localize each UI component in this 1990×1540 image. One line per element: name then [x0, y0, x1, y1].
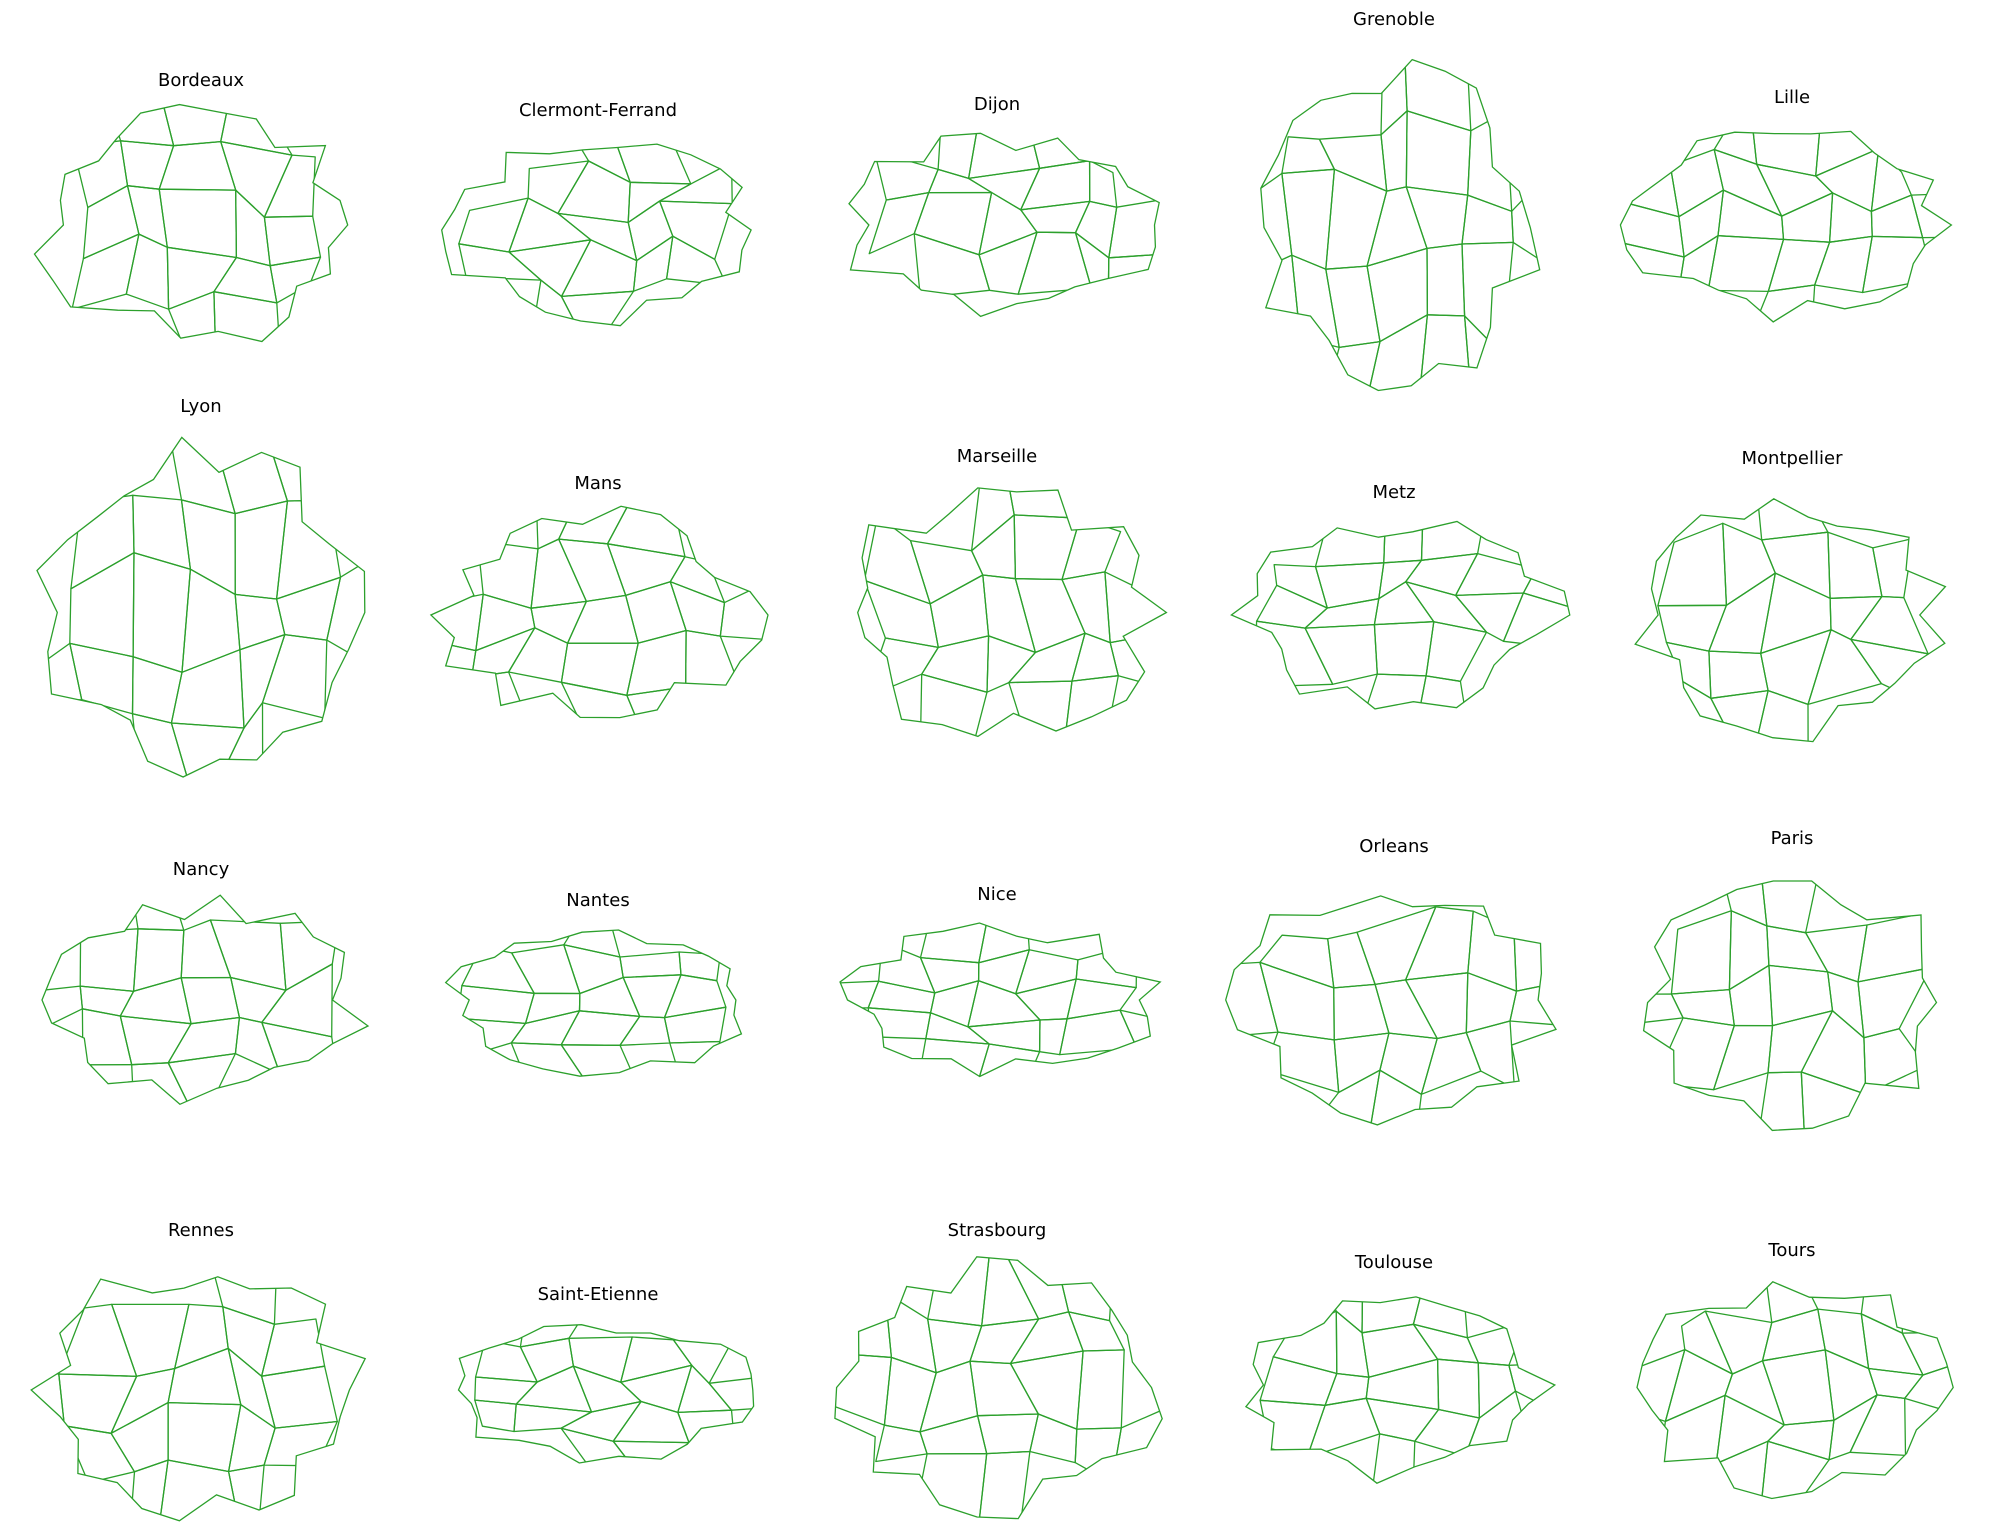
district-map	[1619, 130, 1953, 323]
district-polygon	[1502, 592, 1570, 650]
district-polygon	[1369, 1069, 1423, 1125]
city-boundary	[1619, 130, 1953, 323]
panel-lyon: Lyon	[36, 396, 366, 778]
district-cells	[31, 1276, 338, 1521]
panel-title: Rennes	[168, 1220, 234, 1241]
district-polygon	[560, 681, 640, 718]
panel-title: Orleans	[1359, 836, 1428, 857]
panel-title: Saint-Etienne	[538, 1284, 659, 1305]
district-map	[1260, 58, 1541, 392]
city-boundary	[1642, 880, 1938, 1132]
district-polygon	[560, 1044, 636, 1077]
panel-title: Mans	[574, 473, 621, 494]
district-cells	[71, 104, 322, 342]
city-boundary	[41, 894, 370, 1106]
panel-title: Metz	[1372, 482, 1415, 503]
district-polygon	[1063, 675, 1119, 737]
district-cells	[458, 144, 733, 326]
district-polygon	[170, 722, 245, 777]
panel-lille: Lille	[1619, 87, 1953, 323]
district-polygon	[1417, 675, 1467, 709]
district-polygon	[1761, 1440, 1830, 1499]
district-polygon	[560, 1427, 633, 1463]
city-boundary	[1636, 1281, 1954, 1500]
district-cells	[1620, 131, 1952, 322]
district-map	[1634, 498, 1947, 743]
district-map	[441, 143, 752, 327]
panel-title: Nice	[977, 884, 1016, 905]
district-map	[33, 103, 349, 343]
city-boundary	[429, 505, 769, 719]
panel-grenoble: Grenoble	[1260, 9, 1541, 392]
district-polygon	[158, 1459, 240, 1521]
district-map	[457, 1324, 755, 1464]
city-boundary	[1230, 520, 1571, 710]
panel-montpellier: Montpellier	[1634, 448, 1947, 743]
city-boundary	[1260, 58, 1541, 392]
district-polygon	[1372, 1433, 1416, 1484]
district-polygon	[1417, 314, 1473, 391]
district-polygon	[167, 1052, 237, 1105]
city-boundary	[36, 436, 366, 778]
city-boundary	[1634, 498, 1947, 743]
city-boundary	[834, 1256, 1163, 1520]
district-polygon	[1365, 314, 1429, 391]
city-boundary	[33, 103, 349, 343]
district-polygon	[1800, 1071, 1883, 1131]
panel-dijon: Dijon	[848, 94, 1160, 318]
panel-metz: Metz	[1230, 482, 1571, 710]
district-map	[848, 132, 1160, 318]
panel-title: Bordeaux	[158, 70, 244, 91]
district-cells	[474, 1324, 754, 1463]
district-cells	[868, 133, 1160, 299]
panel-rennes: Rennes	[30, 1220, 367, 1522]
district-polygon	[977, 1043, 1041, 1077]
panel-title: Nancy	[173, 859, 230, 880]
panel-title: Lyon	[180, 396, 221, 417]
panel-title: Paris	[1771, 828, 1814, 849]
city-boundary	[857, 487, 1168, 738]
panel-saint-etienne: Saint-Etienne	[457, 1284, 755, 1464]
city-boundary	[1244, 1296, 1557, 1484]
panel-title: Clermont-Ferrand	[519, 100, 677, 121]
city-boundary	[441, 143, 752, 327]
district-map	[30, 1276, 367, 1522]
panel-title: Montpellier	[1742, 448, 1844, 469]
district-map	[36, 436, 366, 778]
city-boundary	[457, 1324, 755, 1464]
city-boundary	[1225, 895, 1557, 1126]
panel-title: Grenoble	[1353, 9, 1435, 30]
city-boundary	[30, 1276, 367, 1522]
panel-clermont-ferrand: Clermont-Ferrand	[441, 100, 752, 327]
panel-title: Strasbourg	[948, 1220, 1047, 1241]
panel-title: Marseille	[957, 446, 1038, 467]
panel-title: Nantes	[566, 890, 629, 911]
district-polygon	[1755, 689, 1809, 742]
panel-bordeaux: Bordeaux	[33, 70, 349, 343]
panel-title: Lille	[1774, 87, 1810, 108]
district-polygon	[1363, 673, 1427, 709]
city-boundary	[839, 922, 1162, 1078]
city-boundary	[444, 929, 743, 1077]
panel-title: Tours	[1767, 1240, 1815, 1261]
district-polygon	[213, 291, 281, 342]
panel-title: Toulouse	[1354, 1252, 1433, 1273]
district-cells	[1254, 521, 1570, 709]
city-boundary	[848, 132, 1160, 318]
district-map	[1230, 520, 1571, 710]
district-polygon	[978, 1450, 1031, 1519]
district-polygon	[1758, 1071, 1806, 1131]
panel-title: Dijon	[974, 94, 1020, 115]
